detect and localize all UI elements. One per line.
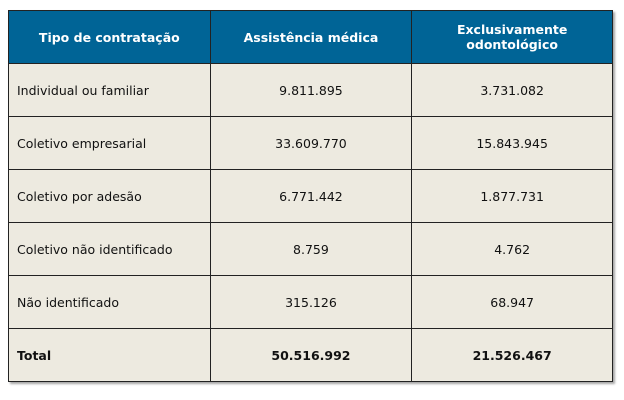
total-medica: 50.516.992 [209,328,413,382]
cell-odonto: 15.843.945 [411,116,613,170]
header-medica: Assistência médica [209,10,413,64]
cell-medica: 6.771.442 [209,169,413,223]
table-row: Coletivo não identificado 8.759 4.762 [8,222,613,276]
table-row: Não identificado 315.126 68.947 [8,275,613,329]
cell-tipo: Coletivo empresarial [8,116,211,170]
cell-odonto: 3.731.082 [411,63,613,117]
total-label: Total [8,328,211,382]
header-tipo: Tipo de contratação [8,10,211,64]
cell-tipo: Não identificado [8,275,211,329]
table-row: Individual ou familiar 9.811.895 3.731.0… [8,63,613,117]
cell-tipo: Coletivo por adesão [8,169,211,223]
header-row: Tipo de contratação Assistência médica E… [8,10,613,64]
header-odonto: Exclusivamente odontológico [411,10,613,64]
cell-odonto: 4.762 [411,222,613,276]
cell-tipo: Coletivo não identificado [8,222,211,276]
contract-type-table: Tipo de contratação Assistência médica E… [8,10,613,382]
cell-medica: 315.126 [209,275,413,329]
cell-medica: 33.609.770 [209,116,413,170]
total-row: Total 50.516.992 21.526.467 [8,328,613,382]
cell-odonto: 68.947 [411,275,613,329]
cell-medica: 8.759 [209,222,413,276]
table-row: Coletivo por adesão 6.771.442 1.877.731 [8,169,613,223]
cell-medica: 9.811.895 [209,63,413,117]
table-row: Coletivo empresarial 33.609.770 15.843.9… [8,116,613,170]
total-odonto: 21.526.467 [411,328,613,382]
cell-odonto: 1.877.731 [411,169,613,223]
cell-tipo: Individual ou familiar [8,63,211,117]
